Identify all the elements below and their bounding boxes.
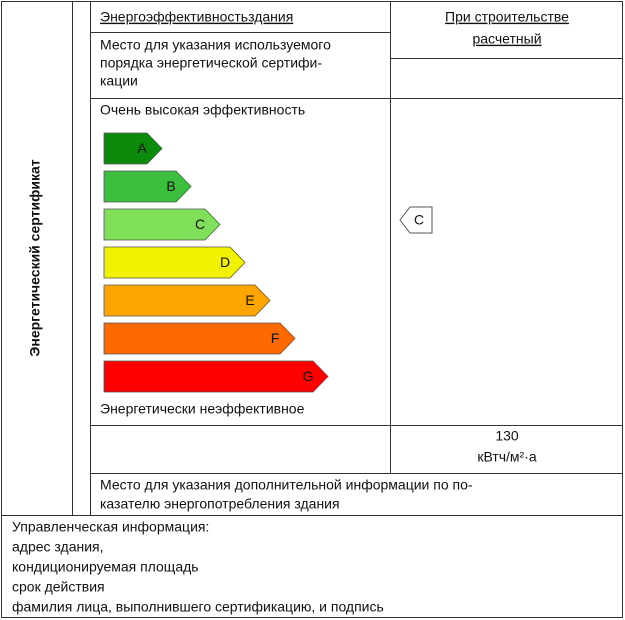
rating-arrow (103, 170, 192, 203)
management-line: кондиционируемая площадь (12, 559, 199, 575)
current-rating-marker (399, 206, 433, 234)
additional-note: Место для указания дополнительной информ… (100, 477, 473, 493)
header-right: При строительстве (445, 9, 569, 25)
rating-label: G (303, 368, 314, 384)
rating-label: F (271, 330, 280, 346)
consumption-value: 130 (495, 428, 519, 444)
certification-note: кации (100, 73, 138, 89)
consumption-unit: кВтч/м²·а (477, 449, 537, 465)
certification-note: порядка энергетической сертифи- (100, 55, 322, 71)
certification-note: Место для указания используемого (100, 37, 331, 53)
management-line: Управленческая информация: (12, 519, 209, 535)
management-line: фамилия лица, выполнившего сертификацию,… (12, 599, 384, 615)
current-rating: C (414, 212, 424, 228)
side-title: Энергетический сертификат (27, 159, 43, 356)
scale-bottom-label: Энергетически неэффективное (100, 401, 305, 417)
rating-arrow (103, 360, 329, 393)
rating-label: B (166, 178, 175, 194)
rating-label: A (137, 140, 147, 156)
header-left: Энергоэффективностьздания (100, 9, 293, 25)
additional-note: казателю энергопотребления здания (100, 496, 340, 512)
scale-top-label: Очень высокая эффективность (100, 102, 305, 118)
rating-arrow (103, 132, 163, 165)
rating-label: C (195, 216, 205, 232)
management-line: срок действия (12, 579, 105, 595)
management-line: адрес здания, (12, 539, 104, 555)
rating-label: E (245, 292, 254, 308)
rating-arrow (103, 208, 221, 241)
rating-arrow (103, 284, 271, 317)
rating-arrow (103, 246, 246, 279)
rating-arrow (103, 322, 296, 355)
rating-label: D (220, 254, 230, 270)
header-right: расчетный (472, 31, 541, 47)
